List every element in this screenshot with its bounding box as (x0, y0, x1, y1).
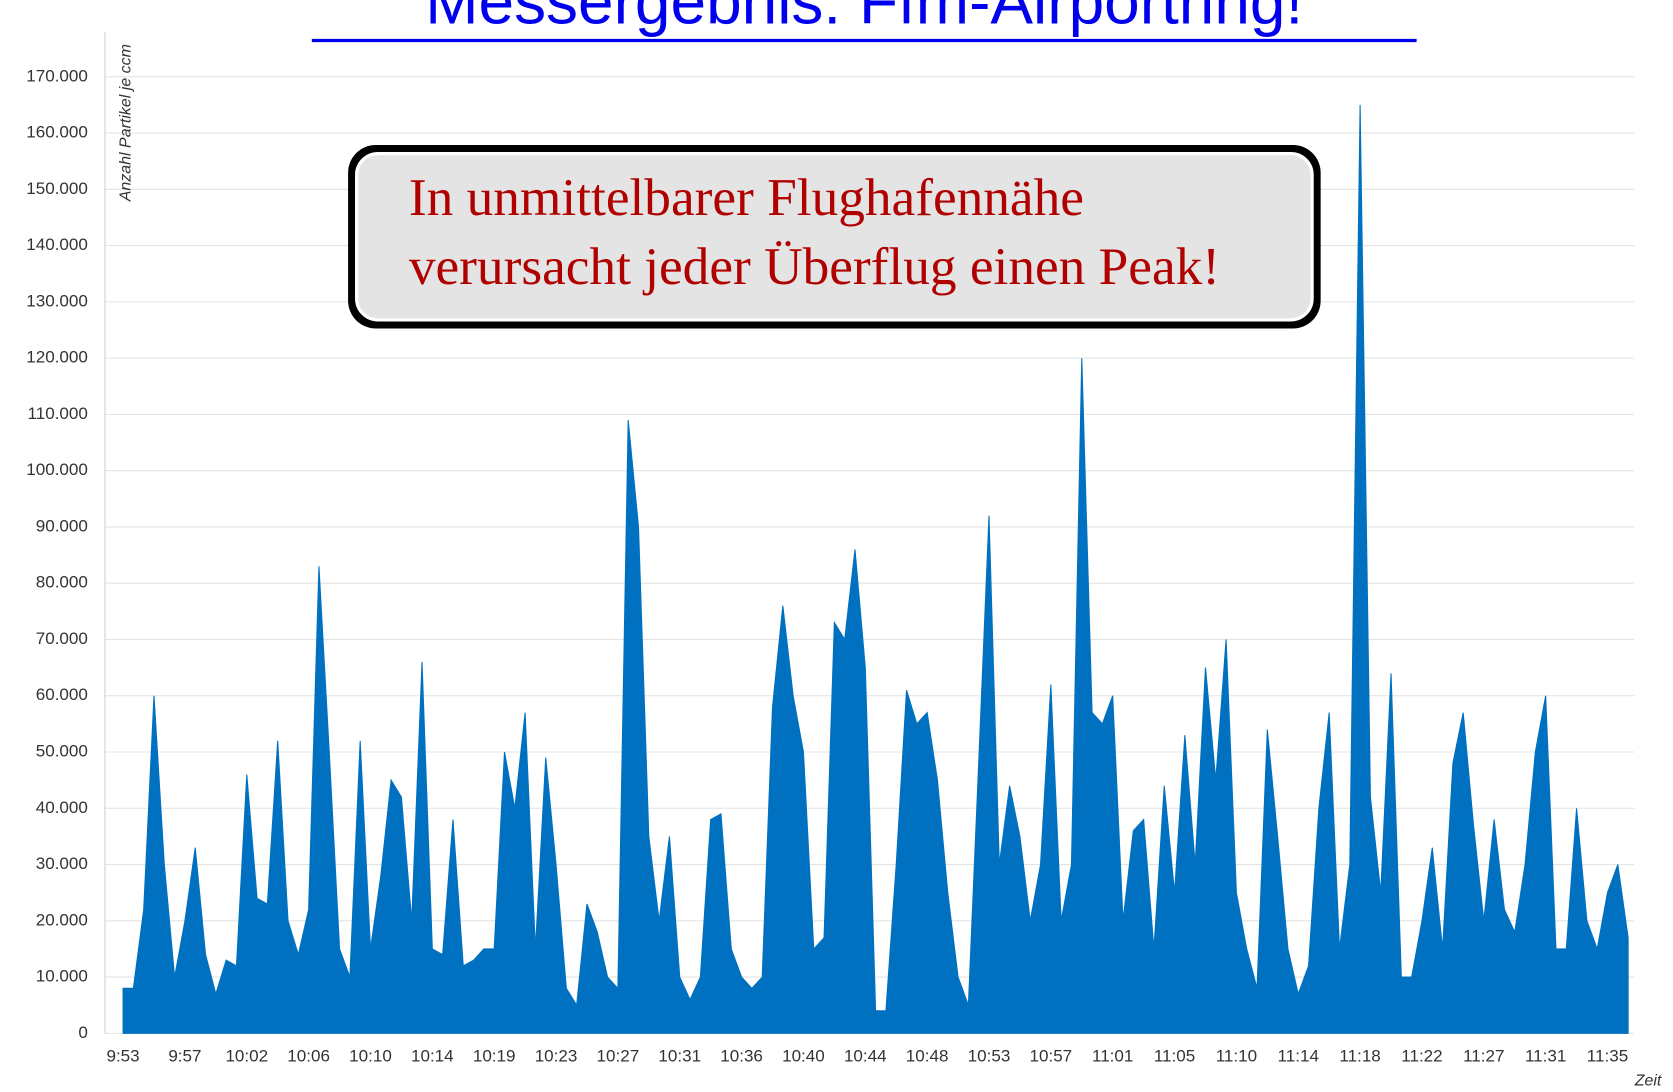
y-tick-label: 20.000 (36, 910, 88, 929)
x-tick-label: 10:48 (906, 1046, 949, 1065)
x-tick-label: 10:36 (720, 1046, 763, 1065)
x-tick-label: 10:57 (1030, 1046, 1073, 1065)
x-tick-label: 10:53 (968, 1046, 1011, 1065)
x-tick-label: 11:10 (1216, 1046, 1257, 1065)
y-axis-label: Anzahl Partikel je ccm (117, 44, 134, 202)
x-tick-label: 11:01 (1092, 1046, 1133, 1065)
x-tick-label: 10:27 (597, 1046, 640, 1065)
x-tick-label: 11:27 (1463, 1046, 1504, 1065)
y-tick-label: 80.000 (36, 573, 88, 592)
y-tick-label: 50.000 (36, 742, 88, 761)
y-tick-label: 70.000 (36, 629, 88, 648)
x-tick-label: 10:31 (658, 1046, 701, 1065)
x-tick-label: 9:57 (168, 1046, 201, 1065)
annotation-line: verursacht jeder Überflug einen Peak! (409, 236, 1220, 296)
x-tick-label: 9:53 (106, 1046, 139, 1065)
y-tick-label: 130.000 (26, 291, 88, 310)
x-tick-label: 11:14 (1278, 1046, 1319, 1065)
annotation-box (355, 151, 1314, 322)
y-tick-label: 30.000 (36, 854, 88, 873)
x-tick-label: 11:22 (1401, 1046, 1442, 1065)
y-tick-label: 150.000 (26, 179, 88, 198)
x-tick-label: 10:06 (287, 1046, 330, 1065)
y-tick-label: 110.000 (28, 404, 88, 423)
y-tick-label: 160.000 (26, 123, 88, 142)
x-tick-label: 10:10 (349, 1046, 392, 1065)
y-tick-label: 120.000 (26, 348, 88, 367)
x-tick-label: 10:40 (782, 1046, 825, 1065)
y-tick-label: 10.000 (36, 967, 88, 986)
area (122, 104, 1629, 1034)
y-tick-label: 60.000 (36, 685, 88, 704)
chart-title: Messergebnis: Ffm-Airportring! (425, 0, 1303, 37)
x-tick-label: 10:19 (473, 1046, 516, 1065)
x-tick-label: 10:14 (411, 1046, 454, 1065)
x-tick-label: 10:02 (225, 1046, 268, 1065)
x-tick-label: 11:18 (1339, 1046, 1380, 1065)
x-tick-label: 11:05 (1154, 1046, 1195, 1065)
annotation-line: In unmittelbarer Flughafennähe (409, 167, 1084, 227)
y-tick-label: 40.000 (36, 798, 88, 817)
y-tick-label: 0 (78, 1023, 87, 1042)
y-tick-label: 100.000 (26, 460, 88, 479)
x-axis-label: Zeit (1634, 1073, 1662, 1090)
y-tick-label: 140.000 (26, 235, 88, 254)
x-tick-label: 11:31 (1525, 1046, 1566, 1065)
y-tick-label: 170.000 (26, 66, 88, 85)
x-tick-label: 10:23 (535, 1046, 578, 1065)
x-tick-label: 11:35 (1587, 1046, 1628, 1065)
y-tick-label: 90.000 (36, 516, 88, 535)
x-tick-label: 10:44 (844, 1046, 887, 1065)
